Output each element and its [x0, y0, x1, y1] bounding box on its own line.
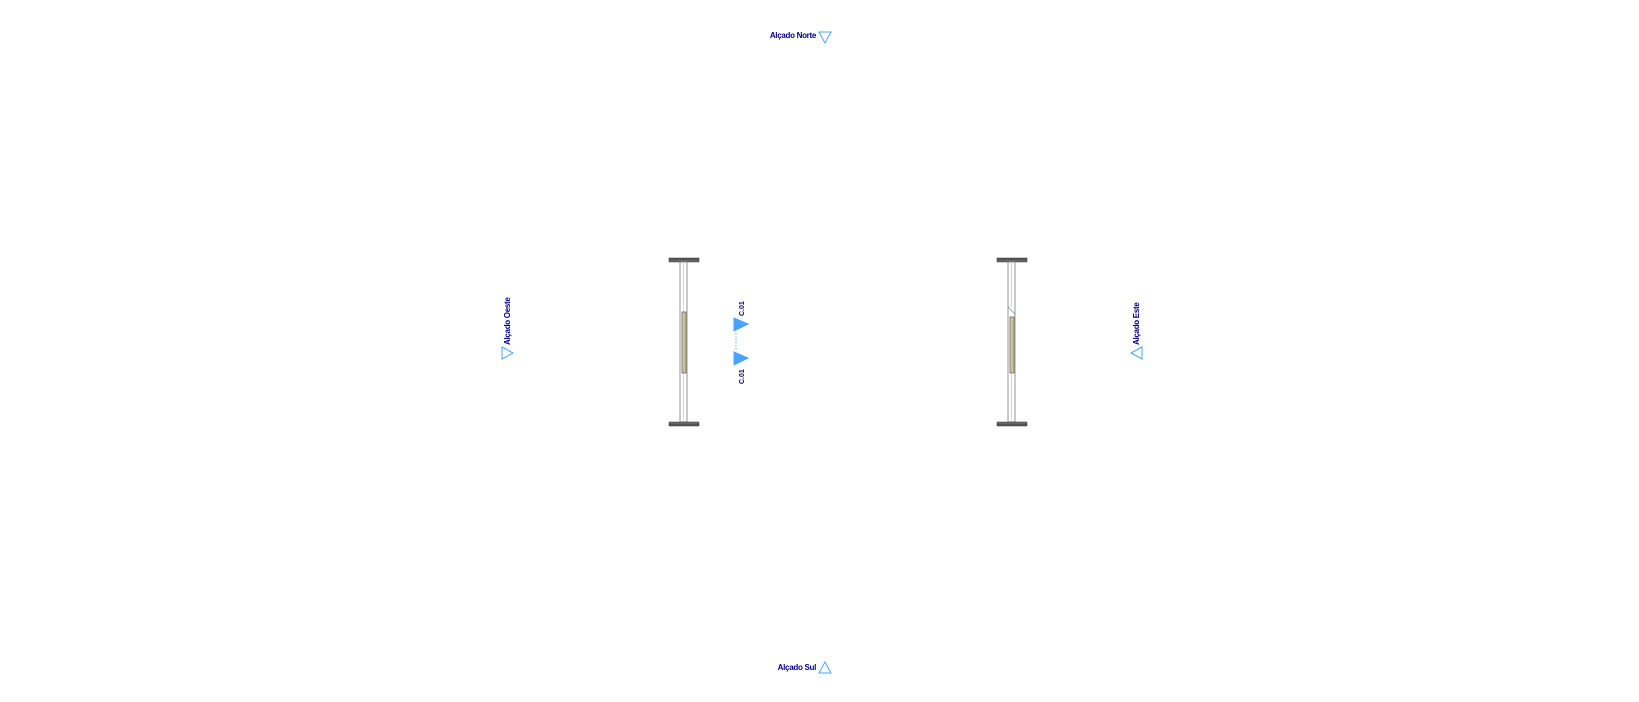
elevation-east-label: Alçado Este: [1132, 302, 1141, 345]
section-marker-c01[interactable]: C.01 C.01: [733, 301, 750, 384]
wall-cap-bottom: [668, 421, 700, 427]
elevation-east[interactable]: Alçado Este: [1129, 302, 1143, 360]
triangle-right-filled-icon[interactable]: [733, 351, 750, 366]
triangle-left-outline-icon[interactable]: [1129, 346, 1143, 360]
wall-cap-top: [668, 257, 700, 263]
section-upper-label: C.01: [739, 301, 746, 316]
elevation-west[interactable]: Alçado Oeste: [501, 297, 515, 360]
wall-cap-bottom: [996, 421, 1028, 427]
triangle-right-filled-icon[interactable]: [733, 317, 750, 332]
triangle-right-outline-icon[interactable]: [501, 346, 515, 360]
elevation-south-label: Alçado Sul: [778, 663, 816, 672]
elevation-west-label: Alçado Oeste: [503, 297, 512, 345]
section-lower-label: C.01: [739, 369, 746, 384]
right-wall[interactable]: [996, 257, 1028, 427]
elevation-north[interactable]: Alçado Norte: [770, 31, 832, 45]
triangle-down-outline-icon[interactable]: [818, 31, 832, 45]
wall-cap-top: [996, 257, 1028, 263]
left-wall[interactable]: [668, 257, 700, 427]
door-panel[interactable]: [681, 311, 687, 374]
door-panel[interactable]: [1009, 316, 1015, 374]
elevation-north-label: Alçado Norte: [770, 31, 817, 40]
elevation-south[interactable]: Alçado Sul: [778, 660, 832, 674]
triangle-up-outline-icon[interactable]: [818, 660, 832, 674]
wall-break-line: [1007, 306, 1016, 315]
